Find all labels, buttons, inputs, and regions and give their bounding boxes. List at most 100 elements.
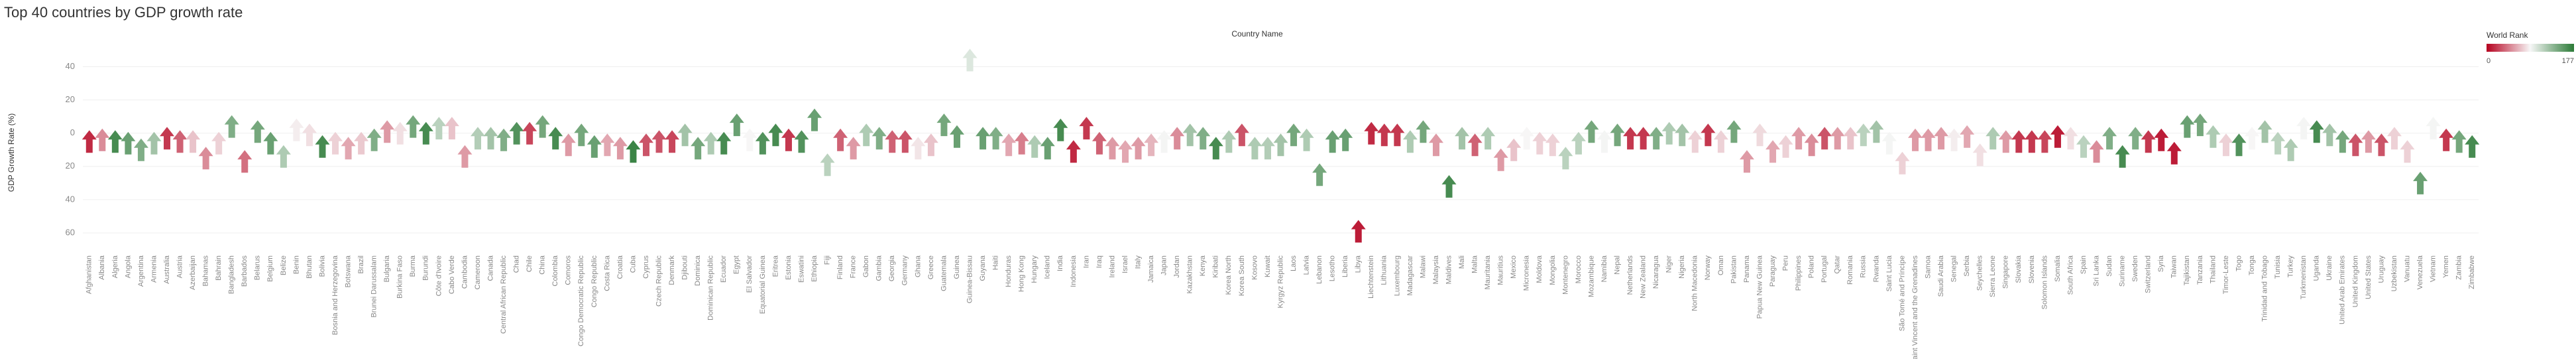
legend-bar [2487,44,2574,52]
x-tick-label: Maldives [1445,255,1453,285]
x-tick-label: Niger [1665,255,1673,273]
x-tick-label: Luxembourg [1393,255,1401,296]
x-tick-label: Djibouti [681,255,689,280]
arrow-mark [1597,130,1612,153]
x-tick-label: Guinea [953,255,961,279]
arrow-mark [366,128,382,151]
arrow-mark [820,153,835,177]
arrow-mark [1053,118,1068,141]
x-tick-label: Sri Lanka [2092,255,2100,286]
arrow-mark [729,113,744,137]
arrow-mark [2361,130,2376,153]
x-tick-label: China [539,255,547,275]
x-tick-label: Philippines [1795,255,1803,291]
arrow-mark [1312,163,1327,186]
x-tick-label: Ukraine [2325,255,2333,281]
arrow-mark [1402,130,1418,153]
arrow-mark [885,130,900,153]
arrow-mark [2348,133,2363,157]
x-tick-label: Portugal [1820,255,1828,283]
x-tick-label: Bulgaria [383,255,391,282]
x-tick-label: Bangladesh [228,255,236,294]
x-tick-label: Hungary [1031,255,1038,283]
x-tick-label: France [850,255,858,278]
arrow-mark [1856,123,1871,147]
arrow-mark [2166,141,2182,165]
x-tick-label: Kiribati [1212,255,1220,278]
x-tick-label: Mali [1458,255,1466,269]
x-tick-label: Belgium [266,255,274,282]
x-tick-label: Angola [124,255,132,278]
x-tick-label: Estonia [785,255,793,280]
arrow-mark [1131,137,1146,160]
arrow-mark [535,115,550,138]
x-tick-label: Bahrain [215,255,223,281]
arrow-mark [1338,128,1353,151]
x-tick-label: Serbia [1963,255,1971,277]
y-tick-label: 0 [70,127,75,137]
x-tick-label: Kenya [1199,255,1207,276]
x-tick-label: Iceland [1044,255,1052,279]
x-tick-label: Bahamas [202,255,210,287]
arrow-mark [2218,133,2233,157]
x-tick-label: Malaysia [1432,255,1440,284]
legend-max: 177 [2562,57,2574,65]
legend-min: 0 [2487,57,2491,65]
arrow-mark [121,131,136,155]
x-tick-label: Germany [901,255,909,286]
x-tick-label: Korea South [1238,255,1246,296]
x-tick-label: Poland [1808,255,1816,278]
x-tick-label: Syria [2157,255,2165,272]
arrow-mark [2426,117,2441,140]
x-tick-label: Mauritius [1497,255,1505,285]
x-tick-label: India [1056,255,1064,271]
arrow-mark [1584,120,1599,143]
arrow-mark [146,131,162,155]
x-tick-label: Uganda [2313,255,2321,281]
x-tick-label: Pakistan [1730,255,1738,283]
y-tick-label: 40 [66,61,75,71]
arrow-mark [2206,125,2221,148]
x-tick-label: Libya [1355,255,1363,273]
x-tick-label: Egypt [733,255,741,274]
x-tick-label: Slovakia [2015,255,2023,283]
x-tick-label: United States [2365,255,2373,300]
arrow-mark [2192,113,2208,137]
arrow-mark [742,128,757,151]
arrow-mark [1493,148,1508,171]
x-tick-label: Azerbaijan [189,255,197,290]
arrow-mark [1661,121,1677,145]
x-tick-label: Croatia [616,255,624,279]
x-tick-label: Japan [1160,255,1168,275]
x-tick-label: Nicaragua [1652,255,1660,289]
x-tick-label: Gambia [875,255,883,281]
x-tick-label: Brunei Darussalam [370,255,378,318]
arrow-mark [1221,130,1237,153]
arrow-mark [1066,140,1081,163]
x-tick-label: Cambodia [461,255,469,289]
arrow-mark [1467,133,1483,157]
arrow-mark [1986,127,2001,150]
arrow-mark [2231,133,2247,157]
x-tick-label: Kazakhstan [1186,255,1194,293]
x-tick-label: Romania [1846,255,1854,285]
x-tick-label: Albania [98,255,106,280]
arrow-mark [315,135,330,158]
chart-title: Top 40 countries by GDP growth rate [4,4,243,21]
x-tick-label: Côte d'Ivoire [435,255,443,296]
arrow-mark [976,127,991,150]
x-tick-label: Greece [927,255,935,279]
x-tick-label: Morocco [1575,255,1583,283]
x-tick-label: Oman [1717,255,1725,275]
arrow-mark [600,133,615,157]
x-tick-label: Kosovo [1251,255,1259,280]
x-tick-label: Guyana [979,255,987,281]
arrow-mark [2465,135,2480,158]
arrow-mark [82,130,97,153]
x-tick-label: Panama [1743,255,1751,283]
arrow-mark [2024,130,2039,153]
arrow-mark [1675,123,1690,147]
arrow-mark [1817,127,1832,150]
arrow-mark [897,130,913,153]
x-tick-label: Jamaica [1147,255,1155,283]
